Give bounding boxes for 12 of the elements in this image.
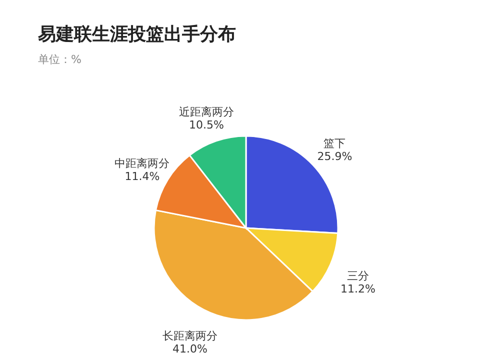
data-label: 11.2% bbox=[340, 282, 376, 296]
slice-label: 三分 bbox=[346, 269, 369, 282]
slice-label: 近距离两分 bbox=[178, 106, 234, 119]
chart-title: 易建联生涯投篮出手分布 bbox=[37, 24, 236, 45]
slice-label: 长距离两分 bbox=[162, 329, 218, 342]
data-label: 25.9% bbox=[317, 150, 352, 164]
data-label: 11.4% bbox=[124, 170, 160, 183]
data-label: 10.5% bbox=[189, 118, 224, 132]
chart-subtitle: 单位：% bbox=[38, 53, 82, 66]
slice-label: 中距离两分 bbox=[114, 156, 170, 170]
slice-label: 篮下 bbox=[324, 137, 346, 150]
data-label: 41.0% bbox=[172, 342, 208, 356]
